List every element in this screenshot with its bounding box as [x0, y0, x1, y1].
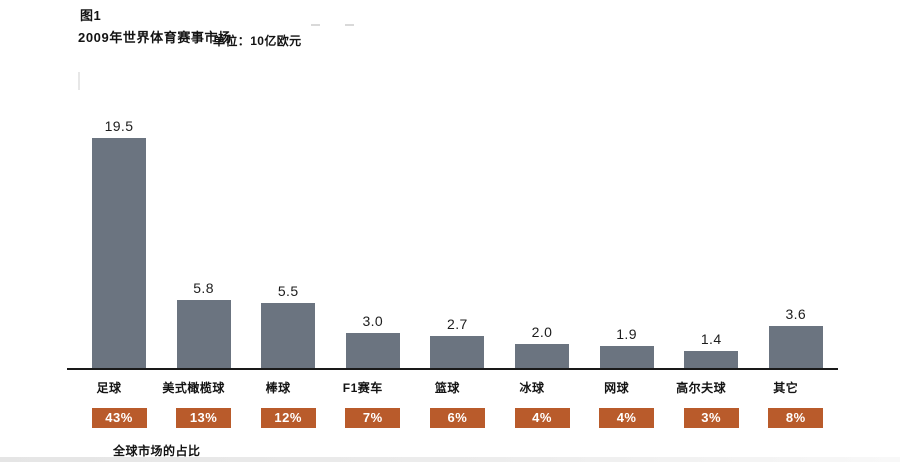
category-label: 高尔夫球	[676, 381, 727, 395]
bar	[599, 346, 654, 368]
bar	[176, 300, 231, 368]
unit-label: 单位：10亿欧元	[213, 34, 302, 48]
category-label: 篮球	[434, 381, 460, 395]
category-label: 棒球	[265, 381, 291, 395]
percent-badge: 7%	[345, 408, 401, 428]
percent-badge: 43%	[91, 408, 147, 428]
x-axis-line	[67, 368, 838, 370]
percent-badge: 3%	[683, 408, 739, 428]
category-label: 冰球	[519, 381, 545, 395]
bar	[261, 303, 316, 368]
category-label: 美式橄榄球	[162, 381, 225, 395]
bar-value-label: 19.5	[104, 118, 134, 134]
bar-value-label: 2.0	[531, 324, 553, 340]
figure-label: 图1	[80, 8, 102, 23]
bar-value-label: 5.8	[193, 280, 214, 296]
percent-badge: 8%	[768, 408, 824, 428]
bar	[345, 333, 400, 368]
bar-value-label: 5.5	[277, 283, 299, 299]
bar	[430, 336, 485, 368]
bar-value-label: 3.0	[362, 313, 384, 329]
bar-value-label: 2.7	[447, 316, 468, 332]
percent-badge: 6%	[429, 408, 485, 428]
bar-value-label: 1.9	[616, 326, 637, 342]
bottom-edge-strip	[0, 457, 900, 462]
bar-value-label: 3.6	[785, 306, 807, 322]
bar	[684, 351, 739, 368]
percent-badge: 13%	[176, 408, 232, 428]
category-label: 其它	[773, 381, 799, 395]
category-label: 足球	[96, 381, 122, 395]
footer-note: 全球市场的占比	[113, 444, 201, 458]
chart-title: 2009年世界体育赛事市场	[78, 30, 232, 45]
bar	[515, 344, 569, 368]
category-label: F1赛车	[342, 381, 383, 395]
bar	[92, 138, 146, 368]
scan-artifact	[78, 72, 80, 90]
percent-badge: 4%	[514, 408, 570, 428]
percent-badge: 4%	[599, 408, 655, 428]
bar-value-label: 1.4	[700, 331, 722, 347]
bar	[768, 326, 823, 368]
scan-artifact	[311, 24, 320, 26]
category-label: 网球	[604, 381, 630, 395]
scan-artifact	[345, 24, 354, 26]
percent-badge: 12%	[260, 408, 316, 428]
